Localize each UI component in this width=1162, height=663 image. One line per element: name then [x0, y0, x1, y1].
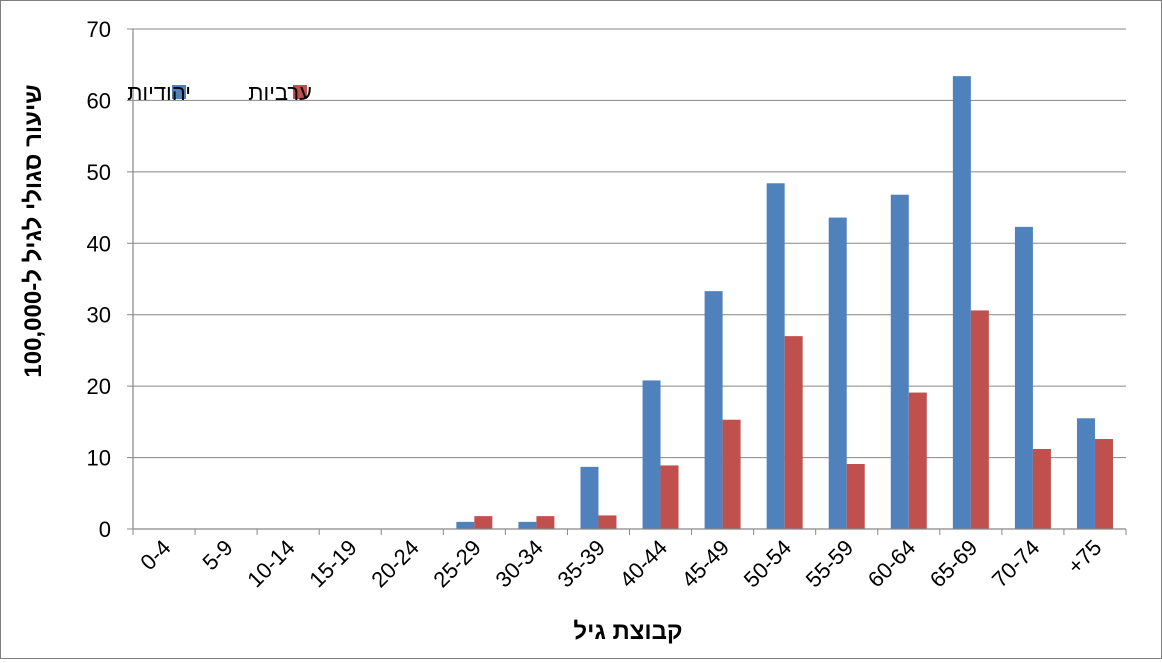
bar-series-2-25-29 [474, 516, 493, 529]
y-tick-label: 10 [87, 446, 111, 471]
x-tick-label: 5-9 [197, 535, 237, 575]
bar-series-2-50-54 [784, 336, 803, 529]
x-tick-label: 60-64 [863, 535, 920, 592]
x-tick-label: 40-44 [615, 535, 672, 592]
bar-series-1-+75 [1076, 418, 1095, 529]
bar-series-1-25-29 [456, 521, 475, 529]
bar-series-2-55-59 [846, 464, 865, 529]
x-tick-label: 30-34 [490, 535, 547, 592]
y-tick-label: 0 [99, 517, 111, 542]
legend-swatch-series-1 [172, 85, 186, 99]
legend-label-series-1: יהודיות [127, 80, 191, 105]
bar-series-2-65-69 [970, 310, 989, 529]
bar-series-1-35-39 [580, 466, 599, 529]
x-tick-label: 35-39 [553, 535, 610, 592]
x-axis-title: קבוצת גיל [573, 618, 682, 645]
bar-series-2-70-74 [1032, 449, 1051, 529]
y-tick-label: 60 [87, 88, 111, 113]
x-axis-ticks: 0-4 5-9 10-14 15-19 20-24 25-29 30-34 35-39 40-4… [135, 535, 1106, 592]
x-tick-label: 45-49 [677, 535, 734, 592]
bar-series-2-35-39 [598, 515, 617, 529]
x-tick-label: 70-74 [987, 535, 1044, 592]
y-tick-label: 50 [87, 160, 111, 185]
x-tick-label: 50-54 [739, 535, 796, 592]
x-tick-label: 20-24 [366, 535, 423, 592]
y-axis-ticks: 0 10 20 30 40 50 60 70 [87, 17, 111, 542]
bar-series-2-45-49 [722, 419, 741, 529]
bar-series-1-60-64 [890, 194, 909, 529]
x-tick-label: 0-4 [135, 535, 175, 575]
bar-series-1-40-44 [642, 380, 661, 529]
bar-series-2-40-44 [660, 465, 679, 529]
y-axis-title: שיעור סגולי לגיל ל-100,000 [20, 84, 47, 377]
bar-series-1-55-59 [828, 217, 847, 530]
y-tick-label: 70 [87, 17, 111, 42]
x-tick-label: 15-19 [304, 535, 361, 592]
bar-series-1-50-54 [766, 183, 785, 530]
bar-series-1-45-49 [704, 291, 723, 529]
x-tick-label: 65-69 [925, 535, 982, 592]
bar-series-1-65-69 [952, 76, 971, 530]
bar-series-2-+75 [1094, 439, 1113, 529]
y-tick-label: 20 [87, 374, 111, 399]
legend-label-series-2: ערביות [248, 80, 312, 105]
x-tick-label: +75 [1062, 535, 1106, 579]
legend: יהודיות ערביות [127, 80, 312, 105]
bar-series-2-60-64 [908, 392, 927, 529]
x-tick-label: 25-29 [428, 535, 485, 592]
x-tick-label: 10-14 [242, 535, 299, 592]
bar-series-1-70-74 [1014, 226, 1033, 529]
bar-series-1-30-34 [518, 521, 537, 529]
bars [456, 76, 1113, 530]
x-tick-label: 55-59 [801, 535, 858, 592]
y-tick-label: 40 [87, 231, 111, 256]
bar-series-2-30-34 [536, 516, 555, 529]
axes [132, 29, 1127, 535]
y-tick-label: 30 [87, 303, 111, 328]
legend-swatch-series-2 [293, 85, 307, 99]
